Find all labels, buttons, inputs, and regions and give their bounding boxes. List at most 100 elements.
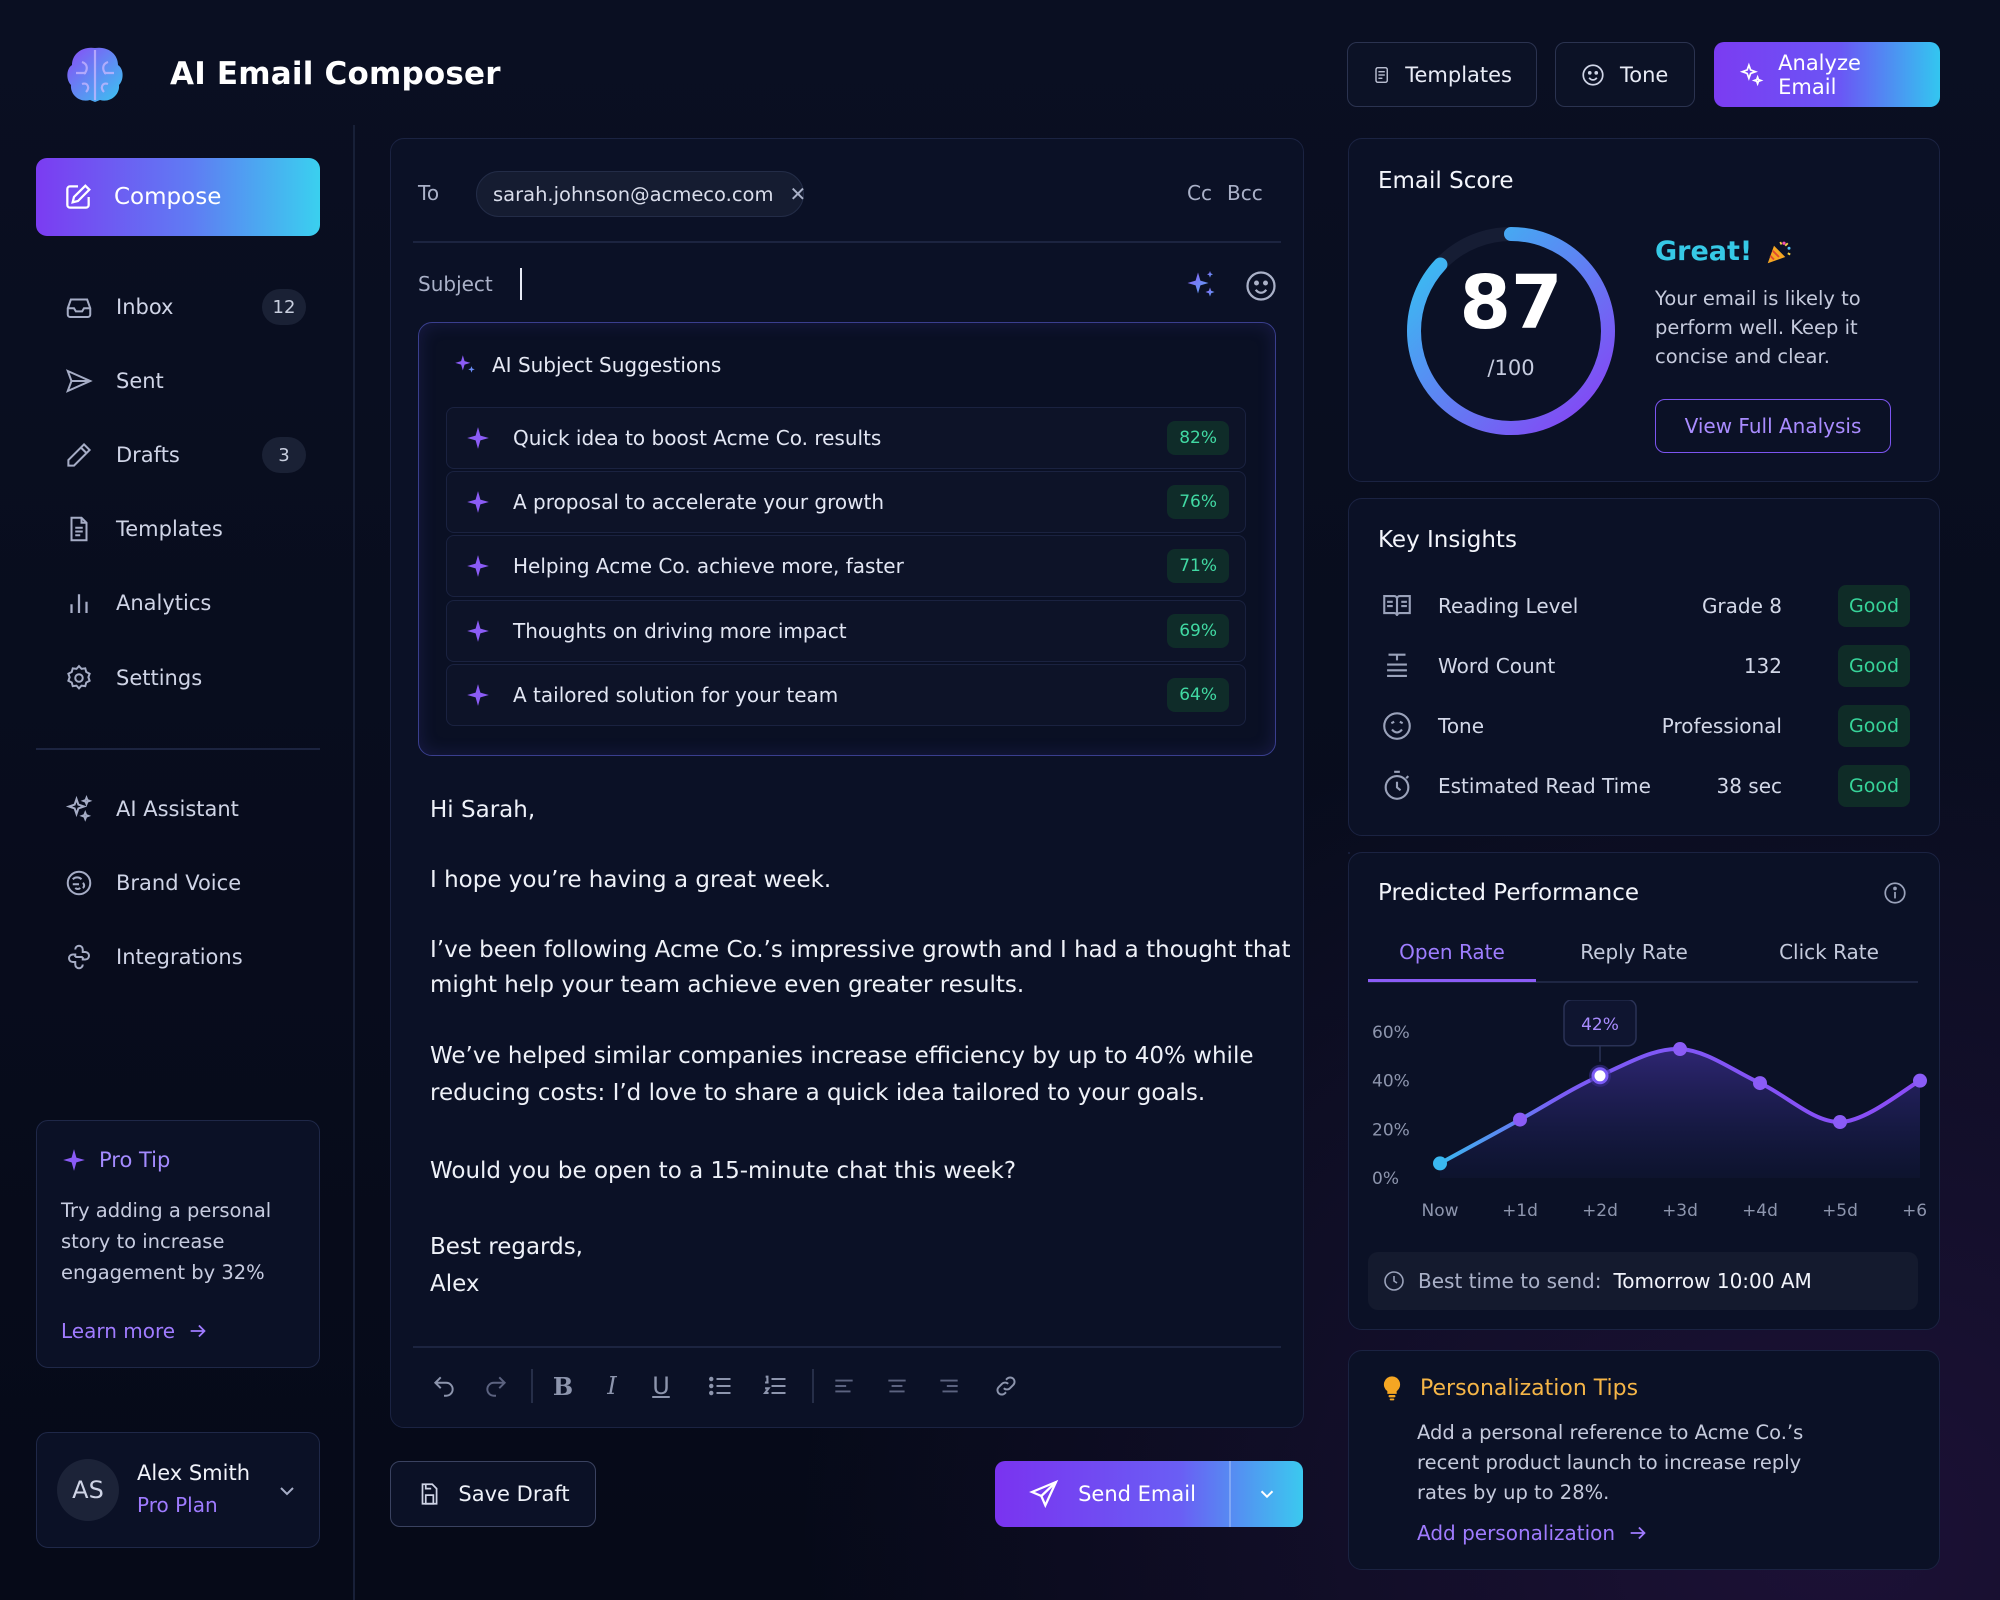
numbered-list-icon[interactable]	[757, 1368, 793, 1404]
best-time-label: Best time to send:	[1418, 1269, 1602, 1293]
chart-area	[1440, 1048, 1920, 1178]
toolbar-separator	[531, 1369, 533, 1403]
tabs-underline-track	[1368, 981, 1918, 983]
sparkle-icon	[63, 1149, 85, 1171]
sidebar-item-templates[interactable]: Templates	[36, 499, 320, 559]
tab-click-rate[interactable]: Click Rate	[1779, 940, 1879, 964]
data-point[interactable]	[1833, 1115, 1847, 1130]
toolbar-separator	[812, 1369, 814, 1403]
user-profile-card[interactable]: AS Alex Smith Pro Plan	[36, 1432, 320, 1548]
emoji-icon[interactable]	[1243, 268, 1279, 304]
score-headline-row: Great!	[1655, 236, 1794, 267]
insight-value: Professional	[1661, 714, 1782, 738]
insight-value: 132	[1743, 654, 1782, 678]
insight-label: Tone	[1438, 714, 1485, 738]
sidebar-section-divider	[36, 748, 320, 750]
sidebar-item-drafts[interactable]: Drafts 3	[36, 425, 320, 485]
divider	[413, 1346, 1281, 1348]
italic-icon[interactable]: I	[607, 1372, 617, 1400]
data-point[interactable]	[1673, 1042, 1687, 1057]
send-options-dropdown[interactable]	[1231, 1461, 1304, 1527]
data-point[interactable]	[1433, 1156, 1447, 1171]
cc-button[interactable]: Cc	[1187, 181, 1212, 205]
data-point[interactable]	[1591, 1067, 1609, 1085]
subject-suggestion-item[interactable]: A proposal to accelerate your growth 76%	[446, 471, 1246, 533]
sidebar-item-sent[interactable]: Sent	[36, 351, 320, 411]
templates-button-label: Templates	[1405, 62, 1512, 87]
pro-tip-card: Pro Tip Try adding a personal story to i…	[36, 1120, 320, 1368]
add-personalization-link[interactable]: Add personalization	[1417, 1521, 1649, 1545]
remove-recipient-icon[interactable]: ✕	[789, 182, 807, 206]
pencil-icon	[67, 442, 92, 467]
suggestion-score: 76%	[1167, 485, 1229, 519]
suggestion-text: Thoughts on driving more impact	[513, 619, 847, 643]
arrow-right-icon	[1630, 1526, 1646, 1540]
data-point[interactable]	[1513, 1112, 1527, 1127]
subject-suggestion-item[interactable]: A tailored solution for your team 64%	[446, 664, 1246, 726]
bar-chart-icon	[70, 594, 88, 613]
send-email-main[interactable]: Send Email	[995, 1461, 1229, 1527]
sidebar-item-ai-assistant[interactable]: AI Assistant	[36, 779, 320, 839]
status-badge: Good	[1838, 645, 1910, 687]
sidebar-item-integrations[interactable]: Integrations	[36, 927, 320, 987]
sidebar-item-label: Brand Voice	[116, 871, 242, 895]
open-rate-chart: 0% 20% 40% 60% Now +1d +2d +3d +4d +5d +6d 42%	[1372, 1000, 1928, 1221]
info-icon[interactable]	[1882, 880, 1908, 906]
email-paragraph: I hope you’re having a great week.	[430, 867, 832, 893]
arrow-right-icon	[190, 1324, 206, 1338]
subject-suggestion-item[interactable]: Quick idea to boost Acme Co. results 82%	[446, 407, 1246, 469]
link-icon[interactable]	[988, 1368, 1024, 1404]
analyze-email-button[interactable]: Analyze Email	[1714, 42, 1940, 107]
insight-row: Reading Level Grade 8 Good	[1380, 578, 1910, 634]
view-full-analysis-button[interactable]: View Full Analysis	[1655, 399, 1891, 453]
undo-icon[interactable]	[426, 1368, 462, 1404]
sidebar-item-brand-voice[interactable]: Brand Voice	[36, 853, 320, 913]
tone-button[interactable]: Tone	[1555, 42, 1695, 107]
align-center-icon[interactable]	[879, 1368, 915, 1404]
save-draft-button[interactable]: Save Draft	[390, 1461, 596, 1527]
redo-icon[interactable]	[478, 1368, 514, 1404]
bcc-button[interactable]: Bcc	[1227, 181, 1263, 205]
score-description-line: concise and clear.	[1655, 345, 1830, 368]
learn-more-label: Learn more	[61, 1319, 176, 1343]
sidebar-item-analytics[interactable]: Analytics	[36, 573, 320, 633]
lightbulb-icon	[1383, 1376, 1401, 1401]
ai-sparkle-icon[interactable]	[1183, 268, 1219, 304]
sidebar-item-inbox[interactable]: Inbox 12	[36, 277, 320, 337]
sidebar-item-settings[interactable]: Settings	[36, 648, 320, 708]
x-tick-label: +2d	[1582, 1201, 1618, 1221]
personalization-line: rates by up to 28%.	[1417, 1481, 1610, 1504]
align-right-icon[interactable]	[931, 1368, 967, 1404]
score-description-line: perform well. Keep it	[1655, 316, 1858, 339]
data-point[interactable]	[1913, 1073, 1927, 1088]
insight-value: Grade 8	[1701, 594, 1782, 618]
recipient-chip[interactable]: sarah.johnson@acmeco.com ✕	[476, 171, 807, 217]
active-tab-indicator	[1368, 979, 1536, 982]
bold-icon[interactable]: B	[552, 1371, 574, 1401]
align-left-icon[interactable]	[826, 1368, 862, 1404]
compose-button[interactable]: Compose	[36, 158, 320, 236]
document-icon	[1375, 66, 1388, 83]
send-email-button[interactable]: Send Email	[995, 1461, 1303, 1527]
tab-open-rate[interactable]: Open Rate	[1399, 940, 1505, 964]
sidebar-item-label: Integrations	[116, 945, 243, 969]
brand-voice-icon	[66, 870, 92, 896]
data-point[interactable]	[1753, 1076, 1767, 1091]
stopwatch-icon	[1384, 770, 1410, 800]
subject-suggestion-item[interactable]: Thoughts on driving more impact 69%	[446, 600, 1246, 662]
bullet-list-icon[interactable]	[702, 1368, 738, 1404]
suggestions-header: AI Subject Suggestions	[452, 352, 721, 378]
underline-icon[interactable]: U	[652, 1372, 670, 1400]
subject-suggestion-item[interactable]: Helping Acme Co. achieve more, faster 71…	[446, 535, 1246, 597]
sparkle-icon	[467, 427, 489, 449]
status-badge: Good	[1838, 765, 1910, 807]
sidebar-item-label: Settings	[116, 666, 203, 690]
subject-input[interactable]	[520, 266, 1160, 302]
tab-reply-rate[interactable]: Reply Rate	[1580, 940, 1688, 964]
chevron-down-icon[interactable]	[275, 1479, 299, 1503]
templates-button[interactable]: Templates	[1347, 42, 1537, 107]
integrations-icon	[68, 944, 90, 970]
y-tick-label: 20%	[1372, 1120, 1410, 1140]
learn-more-link[interactable]: Learn more	[61, 1319, 209, 1343]
to-label: To	[418, 181, 440, 205]
